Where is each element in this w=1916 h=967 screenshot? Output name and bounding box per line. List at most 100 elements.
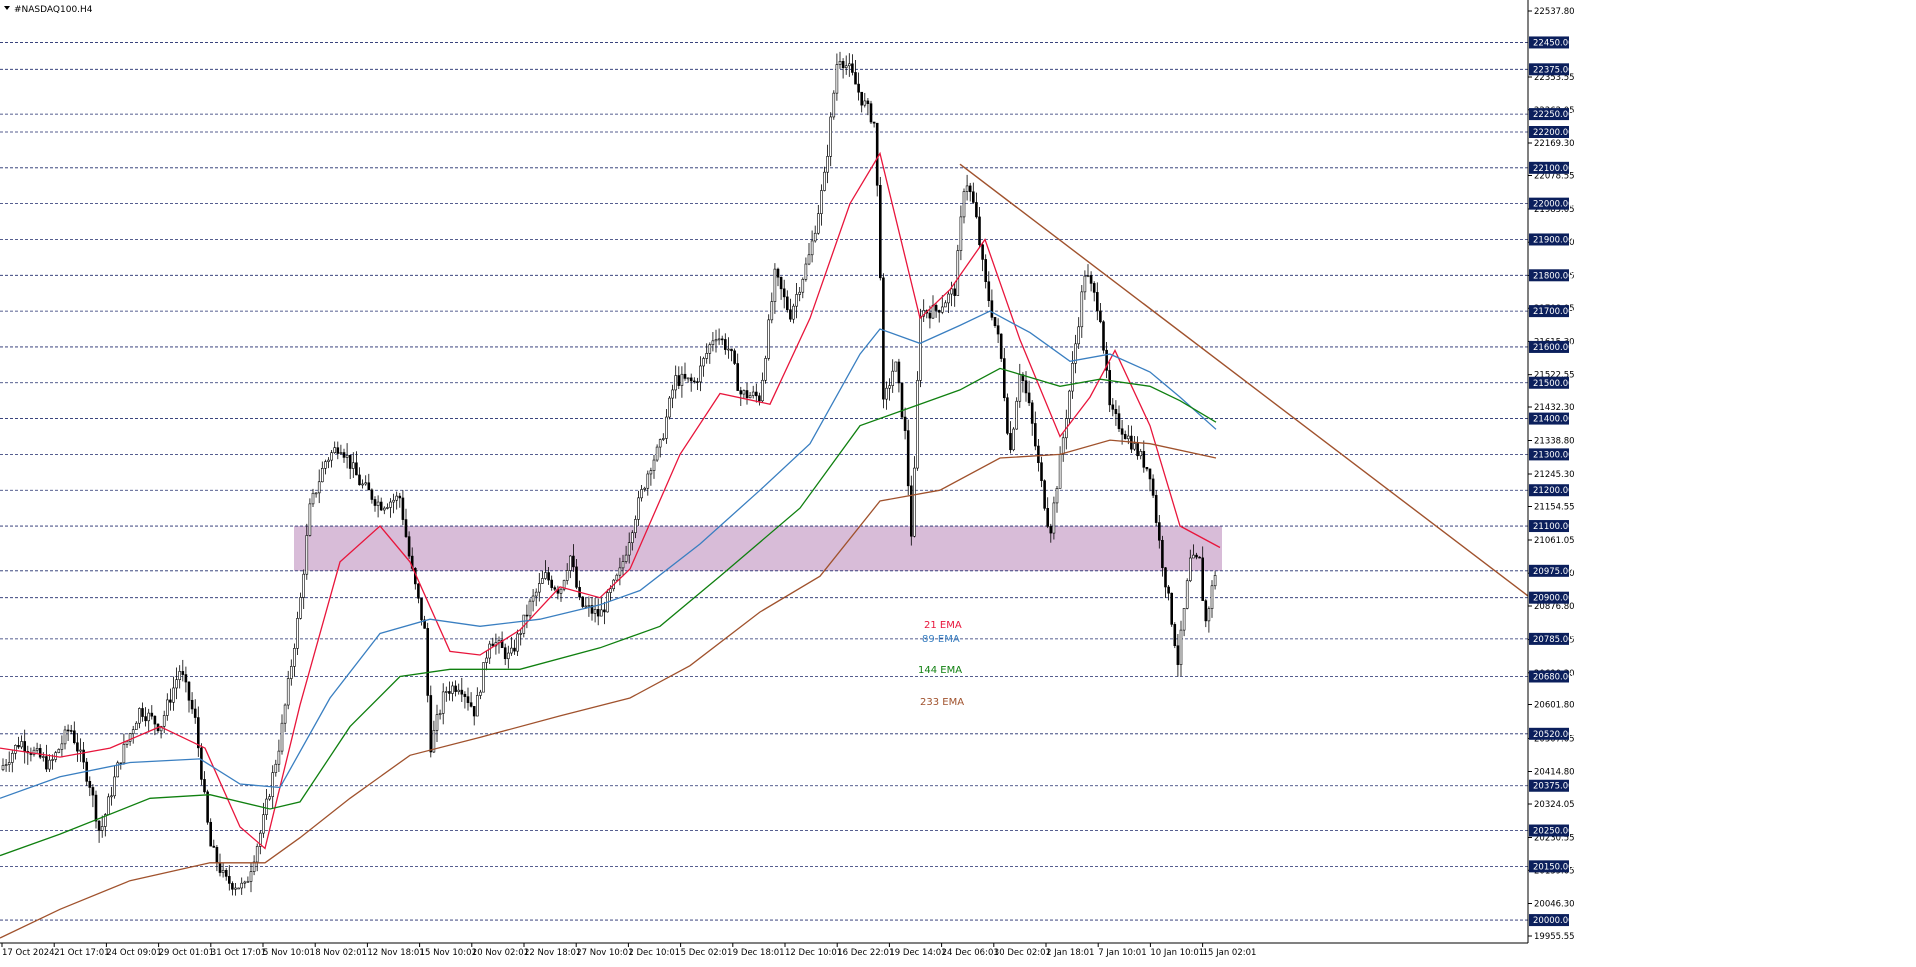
candle-body xyxy=(181,671,185,675)
level-price-tag xyxy=(1529,727,1569,740)
candle-body xyxy=(296,618,299,649)
candle-body xyxy=(1049,526,1053,534)
candle-body xyxy=(1012,428,1015,451)
candle-body xyxy=(280,722,284,752)
level-price-label: 21100.00 xyxy=(1533,522,1574,532)
chart-title[interactable]: #NASDAQ100.H4 xyxy=(4,5,93,15)
level-price-label: 21800.00 xyxy=(1533,271,1574,281)
ema-line xyxy=(0,310,1217,799)
candle-body xyxy=(550,579,554,588)
candle-body xyxy=(652,459,656,471)
x-tick-label: 24 Dec 06:01 xyxy=(942,948,999,958)
candle-body xyxy=(888,385,891,389)
candle-body xyxy=(621,561,625,569)
candle-body xyxy=(277,750,281,765)
candle-body xyxy=(838,61,842,65)
candle-body xyxy=(720,338,724,341)
candle-body xyxy=(1096,292,1099,312)
candle-body xyxy=(472,706,476,717)
candle-body xyxy=(1120,428,1124,435)
candle-body xyxy=(581,596,585,607)
candle-body xyxy=(317,481,321,494)
candle-body xyxy=(829,116,833,157)
candle-body xyxy=(519,633,523,635)
level-price-label: 21900.00 xyxy=(1533,235,1574,245)
y-tick-label: 20324.05 xyxy=(1534,800,1575,810)
candle-body xyxy=(832,92,836,118)
candle-body xyxy=(351,462,355,469)
ema-annotation-ema144: 144 EMA xyxy=(918,665,962,676)
candle-body xyxy=(640,489,643,499)
candle-body xyxy=(330,452,333,461)
x-tick-label: 30 Dec 02:01 xyxy=(994,948,1051,958)
candle-body xyxy=(444,691,448,693)
candle-body xyxy=(1145,466,1149,470)
candle-body xyxy=(999,333,1003,359)
candle-body xyxy=(947,293,950,304)
candle-body xyxy=(1027,392,1031,404)
candle-body xyxy=(162,715,166,727)
x-tick-label: 24 Oct 09:01 xyxy=(106,948,161,958)
candle-body xyxy=(451,685,454,694)
candle-body xyxy=(206,791,209,823)
candle-body xyxy=(1006,397,1009,434)
candle-body xyxy=(361,483,364,486)
candle-body xyxy=(609,588,612,593)
candle-body xyxy=(159,725,163,732)
candle-body xyxy=(1083,275,1087,293)
y-tick-label: 20046.30 xyxy=(1534,899,1575,909)
price-axis[interactable]: 22537.8022353.5522262.0522169.3022078.55… xyxy=(1528,7,1575,942)
candle-body xyxy=(333,447,337,453)
candle-body xyxy=(624,554,628,562)
candle-body xyxy=(953,288,957,296)
candle-body xyxy=(875,122,879,186)
candle-body xyxy=(417,583,420,599)
candle-body xyxy=(962,191,966,218)
candle-body xyxy=(906,430,910,487)
x-tick-label: 5 Nov 10:01 xyxy=(263,948,315,958)
candle-body xyxy=(1024,380,1028,394)
candle-body xyxy=(441,691,445,714)
candle-body xyxy=(575,566,578,588)
candle-body xyxy=(968,185,972,193)
candle-body xyxy=(689,377,693,382)
level-price-label: 22375.00 xyxy=(1533,65,1574,75)
candle-body xyxy=(187,681,191,701)
candle-body xyxy=(35,748,39,751)
candle-body xyxy=(897,361,901,384)
candle-body xyxy=(1111,404,1115,410)
candle-body xyxy=(327,459,330,462)
candle-body xyxy=(723,339,727,350)
candle-body xyxy=(376,501,380,506)
candle-body xyxy=(885,387,888,400)
ema-lines-layer xyxy=(0,151,1221,939)
candle-body xyxy=(172,687,175,703)
triangle-down-icon[interactable] xyxy=(4,6,10,10)
candle-body xyxy=(1167,586,1170,594)
candle-body xyxy=(212,845,216,848)
candle-body xyxy=(135,722,138,730)
candle-body xyxy=(224,869,228,877)
candle-body xyxy=(733,350,736,364)
x-tick-label: 8 Nov 02:01 xyxy=(315,948,367,958)
candle-body xyxy=(423,619,426,629)
candle-body xyxy=(959,216,963,251)
symbol-title: #NASDAQ100.H4 xyxy=(14,5,93,15)
candle-body xyxy=(1151,478,1155,496)
candle-body xyxy=(82,749,85,763)
candle-body xyxy=(63,729,67,745)
candle-body xyxy=(283,704,287,724)
candle-body xyxy=(1213,575,1217,587)
candle-body xyxy=(1136,443,1139,457)
x-tick-label: 16 Dec 22:01 xyxy=(837,948,894,958)
candle-body xyxy=(107,796,110,815)
x-tick-label: 19 Dec 14:01 xyxy=(889,948,946,958)
candle-body xyxy=(116,762,119,778)
candle-body xyxy=(708,344,712,354)
candle-body xyxy=(761,379,764,402)
candle-body xyxy=(603,609,606,613)
candle-body xyxy=(122,744,126,764)
